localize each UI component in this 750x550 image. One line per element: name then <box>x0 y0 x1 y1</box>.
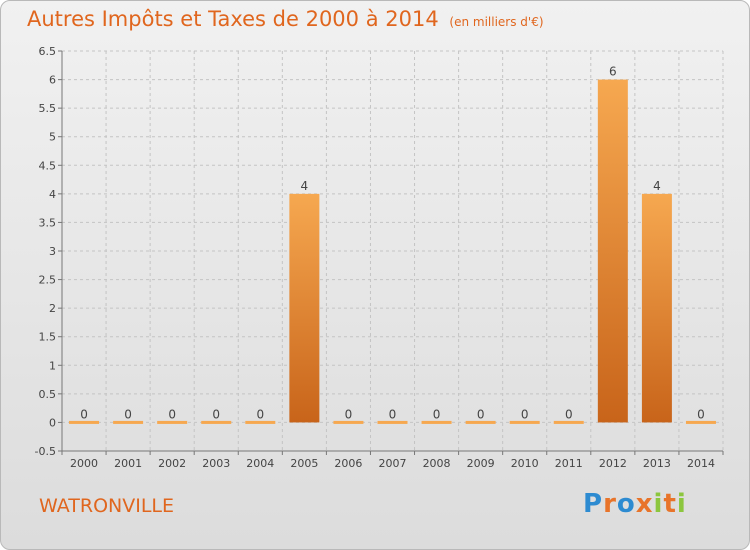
bar <box>333 420 364 424</box>
x-tick-label: 2008 <box>423 457 451 470</box>
bar <box>465 420 496 424</box>
proxiti-logo: Proxiti <box>583 489 687 519</box>
y-tick-label: 5.5 <box>39 102 57 115</box>
logo-letter: i <box>653 489 664 519</box>
data-label: 0 <box>212 407 220 421</box>
data-label: 6 <box>609 65 617 79</box>
x-tick-label: 2000 <box>70 457 98 470</box>
data-label: 0 <box>80 407 88 421</box>
data-label: 0 <box>256 407 264 421</box>
bar <box>69 420 100 424</box>
data-label: 0 <box>433 407 441 421</box>
x-tick-label: 2007 <box>379 457 407 470</box>
bar <box>421 420 452 424</box>
x-tick-label: 2014 <box>687 457 715 470</box>
data-label: 0 <box>389 407 397 421</box>
commune-name: WATRONVILLE <box>39 495 175 517</box>
y-tick-label: -0.5 <box>35 445 56 458</box>
logo-letter: x <box>635 489 654 519</box>
logo-letter: i <box>676 489 687 519</box>
y-tick-label: 6 <box>49 74 56 87</box>
logo-letter: P <box>583 489 604 519</box>
bar <box>157 420 188 424</box>
data-label: 0 <box>477 407 485 421</box>
chart-title: Autres Impôts et Taxes de 2000 à 2014 (e… <box>27 7 544 31</box>
bar <box>245 420 276 424</box>
data-label: 4 <box>301 179 309 193</box>
y-tick-label: 0.5 <box>39 388 57 401</box>
y-tick-label: 6.5 <box>39 45 57 58</box>
bar <box>113 420 144 424</box>
data-label: 0 <box>565 407 573 421</box>
x-tick-label: 2006 <box>334 457 362 470</box>
y-tick-label: 4 <box>49 188 56 201</box>
x-tick-label: 2001 <box>114 457 142 470</box>
data-label: 0 <box>345 407 353 421</box>
data-label: 4 <box>653 179 661 193</box>
x-tick-label: 2011 <box>555 457 583 470</box>
chart-title-text: Autres Impôts et Taxes de 2000 à 2014 <box>27 7 439 31</box>
x-tick-label: 2004 <box>246 457 274 470</box>
bar <box>553 420 584 424</box>
logo-letter: t <box>663 489 677 519</box>
x-tick-label: 2012 <box>599 457 627 470</box>
x-tick-label: 2009 <box>467 457 495 470</box>
chart-unit: (en milliers d'€) <box>449 15 544 29</box>
y-tick-label: 4.5 <box>39 159 57 172</box>
bar <box>641 193 672 423</box>
y-tick-label: 1.5 <box>39 331 57 344</box>
y-tick-label: 3 <box>49 245 56 258</box>
data-label: 0 <box>697 407 705 421</box>
data-label: 0 <box>521 407 529 421</box>
bar <box>289 193 320 423</box>
logo-letter: r <box>603 489 617 519</box>
y-tick-label: 2.5 <box>39 274 57 287</box>
y-tick-label: 0 <box>49 416 56 429</box>
x-tick-label: 2002 <box>158 457 186 470</box>
bar <box>597 79 628 423</box>
bar <box>509 420 540 424</box>
data-label: 0 <box>124 407 132 421</box>
y-tick-label: 5 <box>49 131 56 144</box>
bar <box>377 420 408 424</box>
x-tick-label: 2003 <box>202 457 230 470</box>
y-tick-label: 1 <box>49 359 56 372</box>
x-tick-label: 2013 <box>643 457 671 470</box>
y-tick-label: 3.5 <box>39 216 57 229</box>
x-tick-label: 2010 <box>511 457 539 470</box>
logo-letter: o <box>616 489 636 519</box>
bar <box>201 420 232 424</box>
bar <box>685 420 716 424</box>
x-tick-label: 2005 <box>290 457 318 470</box>
y-tick-label: 2 <box>49 302 56 315</box>
data-label: 0 <box>168 407 176 421</box>
